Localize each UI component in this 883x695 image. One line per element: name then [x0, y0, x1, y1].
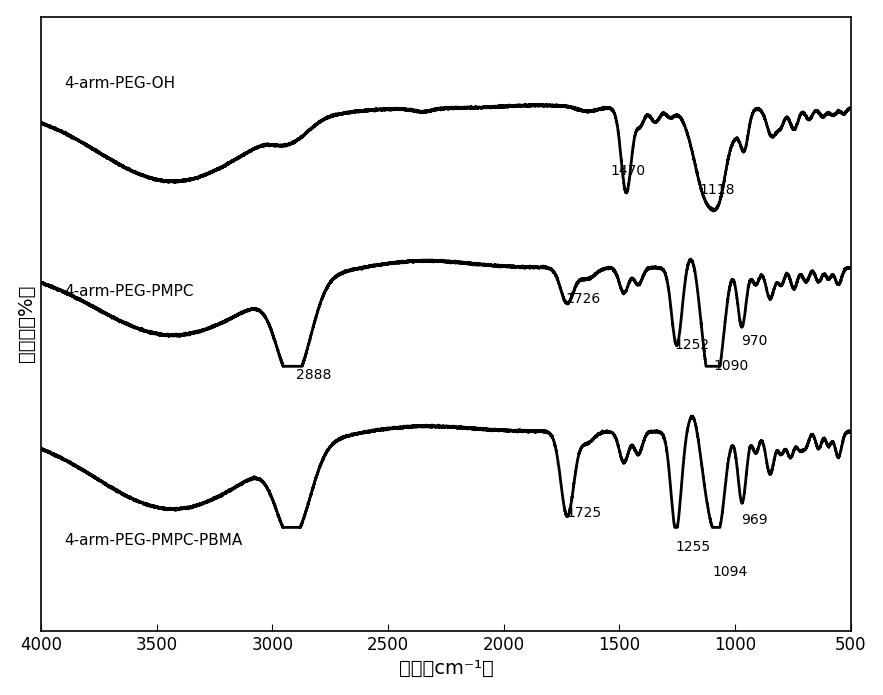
Text: 1094: 1094 — [713, 566, 748, 580]
Text: 1470: 1470 — [610, 165, 645, 179]
Text: 1118: 1118 — [699, 183, 735, 197]
Text: 1090: 1090 — [713, 359, 748, 373]
Text: 4-arm-PEG-PMPC: 4-arm-PEG-PMPC — [64, 284, 194, 299]
Text: 969: 969 — [741, 514, 767, 528]
Text: 970: 970 — [741, 334, 767, 348]
X-axis label: 波长（cm⁻¹）: 波长（cm⁻¹） — [398, 660, 494, 678]
Text: 1255: 1255 — [675, 540, 711, 555]
Text: 1726: 1726 — [565, 292, 600, 306]
Text: 1725: 1725 — [566, 506, 601, 521]
Y-axis label: 透射率（%）: 透射率（%） — [17, 285, 35, 363]
Text: 4-arm-PEG-OH: 4-arm-PEG-OH — [64, 76, 176, 91]
Text: 2888: 2888 — [296, 368, 331, 382]
Text: 4-arm-PEG-PMPC-PBMA: 4-arm-PEG-PMPC-PBMA — [64, 533, 243, 548]
Text: 1252: 1252 — [675, 338, 710, 352]
